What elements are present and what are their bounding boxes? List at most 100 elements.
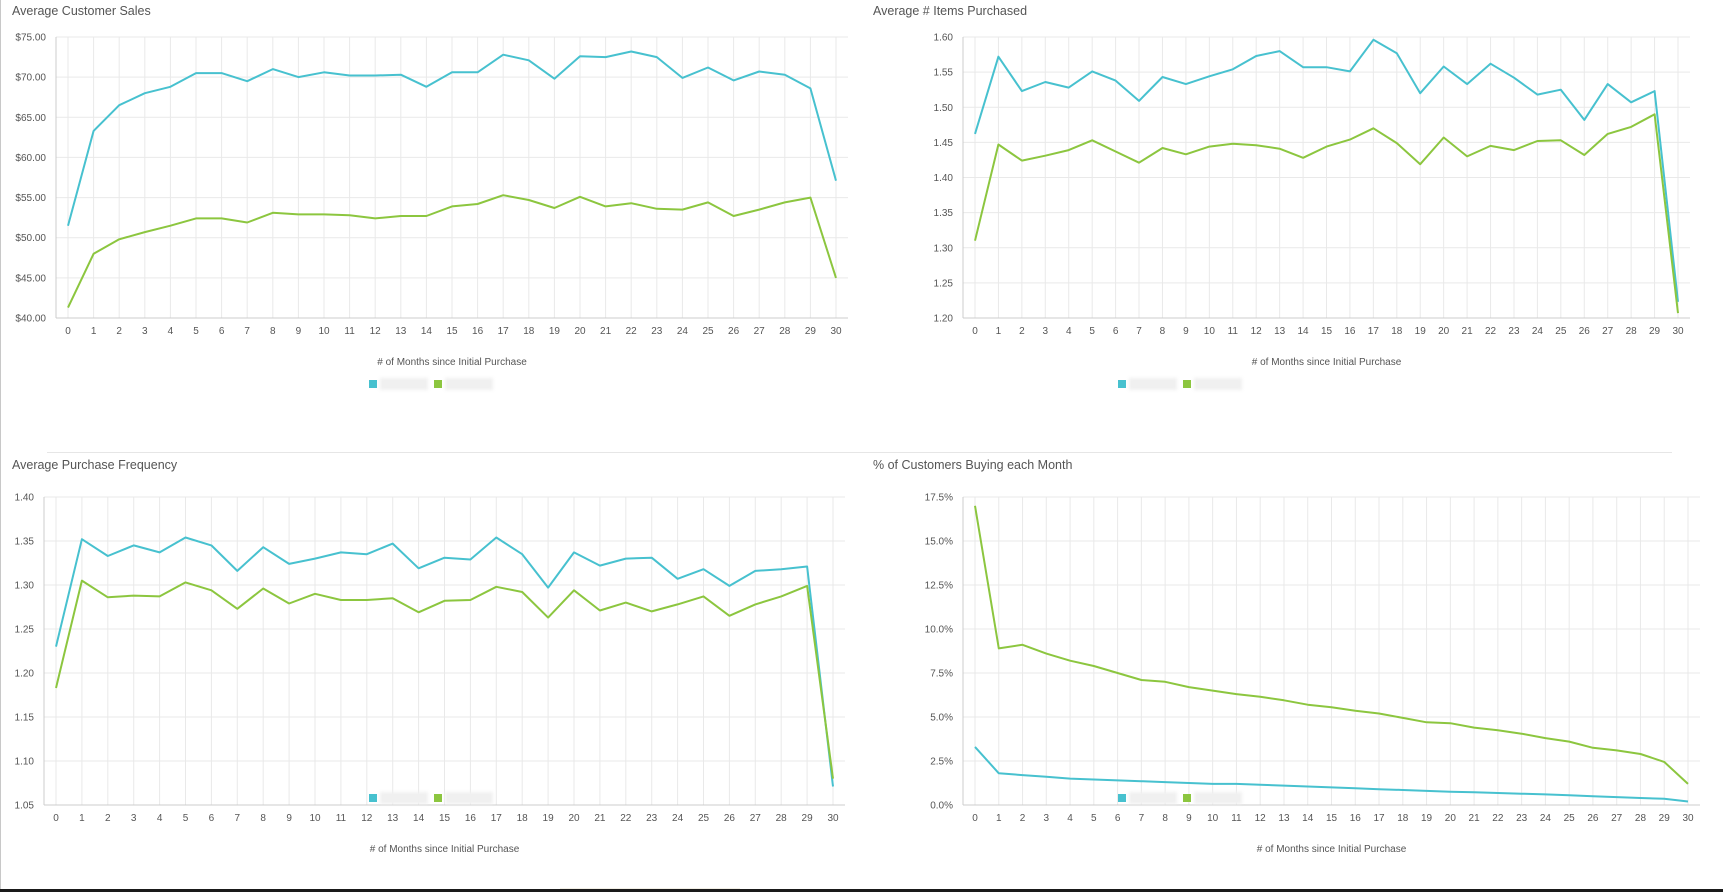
x-tick-label: 6 <box>219 326 225 337</box>
x-tick-label: 4 <box>1067 813 1073 824</box>
x-tick-label: 4 <box>157 813 163 824</box>
x-tick-label: 30 <box>1682 813 1694 824</box>
x-tick-label: 1 <box>91 326 97 337</box>
x-tick-label: 13 <box>387 813 399 824</box>
x-tick-label: 18 <box>1397 813 1409 824</box>
x-tick-label: 25 <box>1555 326 1567 337</box>
y-tick-label: 1.30 <box>15 581 35 592</box>
y-tick-label: 1.50 <box>934 103 954 114</box>
x-tick-label: 28 <box>1635 813 1647 824</box>
x-tick-label: 4 <box>1066 326 1072 337</box>
x-tick-label: 6 <box>1113 326 1119 337</box>
x-tick-label: 9 <box>1183 326 1189 337</box>
x-tick-label: 20 <box>574 326 586 337</box>
x-axis-title: # of Months since Initial Purchase <box>370 844 520 855</box>
x-tick-label: 17 <box>498 326 510 337</box>
x-tick-label: 9 <box>286 813 292 824</box>
y-tick-label: $65.00 <box>15 113 46 124</box>
legend-swatch-series-b <box>1183 794 1191 802</box>
x-tick-label: 4 <box>168 326 174 337</box>
x-axis-title: # of Months since Initial Purchase <box>1252 357 1402 368</box>
x-axis-title: # of Months since Initial Purchase <box>377 357 527 368</box>
x-tick-label: 15 <box>439 813 451 824</box>
y-tick-label: 1.60 <box>934 33 954 44</box>
x-tick-label: 24 <box>677 326 689 337</box>
x-tick-label: 30 <box>1672 326 1684 337</box>
legend <box>369 378 493 390</box>
x-tick-label: 28 <box>1626 326 1638 337</box>
x-tick-label: 10 <box>1204 326 1216 337</box>
y-tick-label: 1.05 <box>15 801 35 812</box>
x-tick-label: 5 <box>193 326 199 337</box>
x-tick-label: 3 <box>131 813 137 824</box>
y-tick-label: 10.0% <box>925 625 953 636</box>
x-tick-label: 6 <box>209 813 215 824</box>
legend-item-series-a[interactable] <box>1118 378 1177 390</box>
x-tick-label: 7 <box>1136 326 1142 337</box>
x-tick-label: 29 <box>1649 326 1661 337</box>
legend-label-series-a <box>1129 378 1177 390</box>
x-tick-label: 15 <box>1326 813 1338 824</box>
x-tick-label: 16 <box>472 326 484 337</box>
x-tick-label: 0 <box>972 326 978 337</box>
x-tick-label: 21 <box>1469 813 1481 824</box>
legend-item-series-b[interactable] <box>1183 792 1242 804</box>
legend-swatch-series-a <box>1118 380 1126 388</box>
legend-swatch-series-a <box>369 380 377 388</box>
x-tick-label: 15 <box>1321 326 1333 337</box>
y-tick-label: 1.20 <box>15 669 35 680</box>
x-tick-label: 5 <box>183 813 189 824</box>
x-tick-label: 1 <box>79 813 85 824</box>
x-tick-label: 19 <box>543 813 555 824</box>
legend-item-series-a[interactable] <box>369 378 428 390</box>
legend-item-series-a[interactable] <box>369 792 428 804</box>
legend-swatch-series-b <box>434 794 442 802</box>
x-tick-label: 14 <box>1302 813 1314 824</box>
x-tick-label: 17 <box>1373 813 1385 824</box>
y-tick-label: 1.25 <box>934 278 954 289</box>
x-tick-label: 9 <box>296 326 302 337</box>
x-tick-label: 25 <box>698 813 710 824</box>
x-tick-label: 0 <box>65 326 71 337</box>
y-tick-label: 1.40 <box>15 493 35 504</box>
y-tick-label: 12.5% <box>925 581 953 592</box>
legend-item-series-b[interactable] <box>434 378 493 390</box>
x-tick-label: 5 <box>1089 326 1095 337</box>
x-tick-label: 14 <box>421 326 433 337</box>
legend-item-series-b[interactable] <box>1183 378 1242 390</box>
x-tick-label: 26 <box>728 326 740 337</box>
legend-label-series-b <box>1194 378 1242 390</box>
y-tick-label: $70.00 <box>15 73 46 84</box>
x-tick-label: 8 <box>270 326 276 337</box>
x-tick-label: 20 <box>1445 813 1457 824</box>
x-tick-label: 13 <box>1274 326 1286 337</box>
x-tick-label: 12 <box>361 813 373 824</box>
legend-item-series-a[interactable] <box>1118 792 1177 804</box>
panel-average-items-purchased: Average # Items Purchased 1.20 1.25 1.30 1.… <box>860 0 1723 450</box>
x-tick-label: 3 <box>1044 813 1050 824</box>
y-tick-label: 1.55 <box>934 68 954 79</box>
x-tick-label: 14 <box>1298 326 1310 337</box>
x-tick-label: 30 <box>830 326 842 337</box>
x-tick-label: 8 <box>1160 326 1166 337</box>
x-tick-label: 20 <box>1438 326 1450 337</box>
legend-item-series-b[interactable] <box>434 792 493 804</box>
x-tick-label: 19 <box>1415 326 1427 337</box>
y-tick-label: $50.00 <box>15 233 46 244</box>
x-tick-label: 2 <box>1019 326 1025 337</box>
y-tick-label: 1.25 <box>15 625 35 636</box>
x-tick-label: 21 <box>1462 326 1474 337</box>
x-tick-label: 11 <box>1231 813 1242 824</box>
x-tick-label: 24 <box>672 813 684 824</box>
x-tick-label: 5 <box>1091 813 1097 824</box>
x-tick-label: 0 <box>972 813 978 824</box>
x-tick-label: 25 <box>702 326 714 337</box>
x-tick-label: 21 <box>600 326 612 337</box>
x-axis-title: # of Months since Initial Purchase <box>1257 844 1407 855</box>
x-tick-label: 8 <box>1162 813 1168 824</box>
legend-label-series-a <box>380 792 428 804</box>
x-tick-label: 25 <box>1564 813 1576 824</box>
x-tick-label: 10 <box>318 326 330 337</box>
y-tick-label: $75.00 <box>15 33 46 44</box>
panel-average-customer-sales: Average Customer Sales $40.00 $45.00 $50.0… <box>0 0 860 450</box>
